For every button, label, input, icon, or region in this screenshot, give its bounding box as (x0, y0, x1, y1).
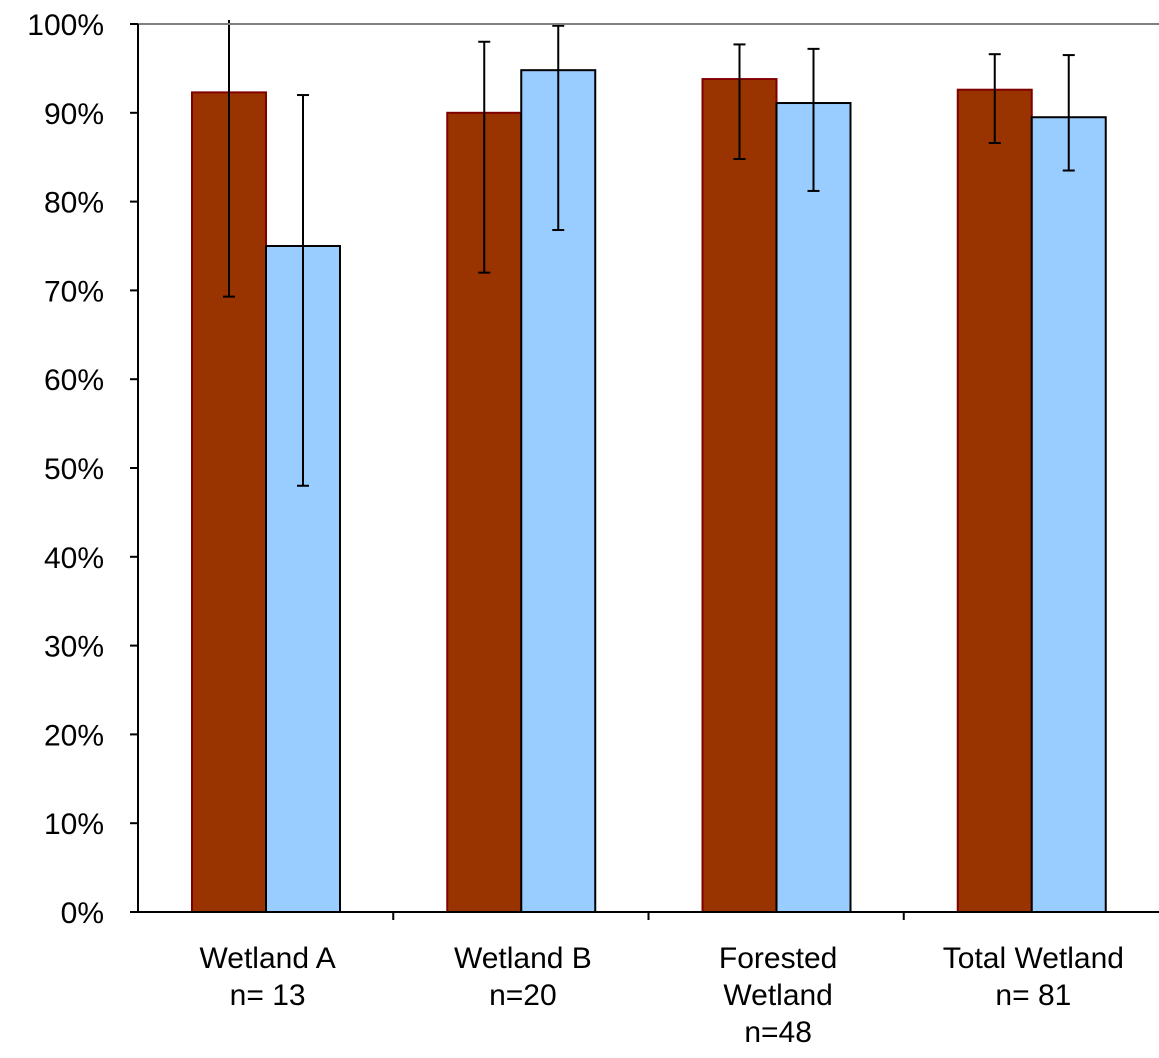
axes-layer (130, 23, 1159, 920)
error-bar-series-2-2 (807, 47, 820, 192)
y-tick-label: 0% (61, 897, 104, 930)
error-bar-series-1-2 (733, 43, 746, 160)
error-bar-series-1-3 (988, 53, 1001, 144)
error-bar-series-1-1 (478, 40, 491, 274)
error-bar-series-2-1 (552, 24, 565, 232)
bar-series-1-3 (956, 88, 1033, 914)
y-tick-label: 20% (44, 719, 104, 752)
error-bars-layer (223, 20, 1075, 487)
y-tick-label: 40% (44, 542, 104, 575)
y-tick-label: 60% (44, 364, 104, 397)
error-bar-series-1-0 (223, 20, 235, 298)
y-tick-label: 30% (44, 631, 104, 664)
y-tick-label: 90% (44, 98, 104, 131)
labels-layer: 0% 10% 20% 30% 40% 50% 60% 70% 80% 90% 100% Wetland… (27, 9, 1124, 1049)
y-tick-label: 10% (44, 808, 104, 841)
y-tick-label: 50% (44, 453, 104, 486)
bar-series-2-2 (775, 102, 852, 914)
error-bar-series-2-0 (297, 94, 309, 487)
x-category-label: Total Wetland n= 81 (943, 942, 1124, 1012)
bar-series-1-2 (701, 78, 778, 913)
x-category-label: Forested Wetland n=48 (719, 942, 837, 1049)
y-tick-label: 100% (27, 9, 104, 42)
error-bar-series-2-3 (1062, 54, 1075, 172)
y-tick-label: 70% (44, 275, 104, 308)
bar-series-2-3 (1030, 116, 1107, 914)
y-tick-label: 80% (44, 187, 104, 220)
bars-layer (191, 69, 1107, 914)
